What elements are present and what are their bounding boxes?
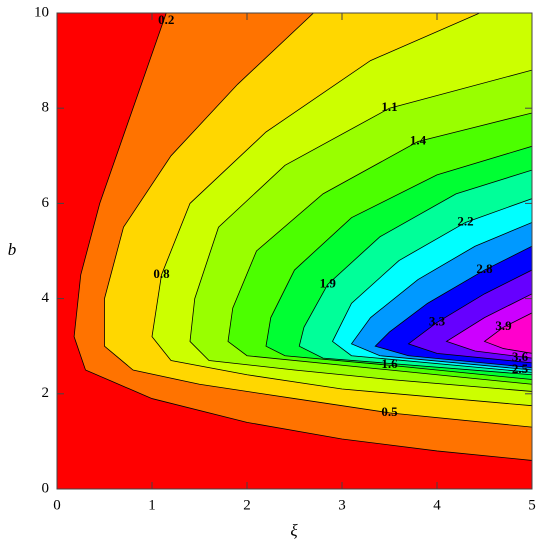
contour-line [483,312,532,354]
y-tick-label: 10 [34,4,49,20]
x-axis-label: ξ [290,521,298,540]
contour-label: 3.3 [429,313,446,328]
contour-label: 0.8 [153,266,170,281]
contour-line [73,13,532,461]
contour-label: 1.9 [320,275,337,290]
y-tick-label: 0 [42,480,50,496]
x-tick-label: 2 [243,497,251,513]
x-tick-label: 3 [338,497,346,513]
contour-label: 0.5 [381,404,398,419]
contour-line [104,13,532,428]
contour-line [189,69,532,392]
x-tick-label: 1 [148,497,156,513]
contour-line [331,198,532,373]
contour-label: 0.2 [158,12,174,27]
contour-line [265,145,532,380]
contour-line [298,169,532,376]
x-tick-label: 4 [433,497,441,513]
x-tick-label: 0 [53,497,61,513]
frame [56,12,533,490]
y-tick-label: 8 [42,100,50,116]
contour-line [374,245,532,369]
contour-label: 1.6 [381,356,398,371]
x-tick-label: 5 [528,497,536,513]
contour-label: 2.2 [457,213,473,228]
contour-label: 2.8 [476,261,493,276]
y-tick-label: 4 [42,290,50,306]
contour-line [350,222,532,371]
contour-label: 1.4 [410,133,427,148]
contour-line [407,269,532,364]
y-tick-label: 2 [42,385,50,401]
contour-line [445,293,532,359]
contour-region [484,312,532,354]
y-tick-label: 6 [42,195,50,211]
contour-label: 1.1 [381,99,397,114]
contour-label: 3.6 [512,349,529,364]
y-axis-label: b [8,240,17,259]
plot-area [57,13,532,489]
contour-line [151,13,532,407]
contour-line [227,112,532,385]
contour-label: 2.5 [512,361,529,376]
contour-label: 3.9 [495,318,512,333]
